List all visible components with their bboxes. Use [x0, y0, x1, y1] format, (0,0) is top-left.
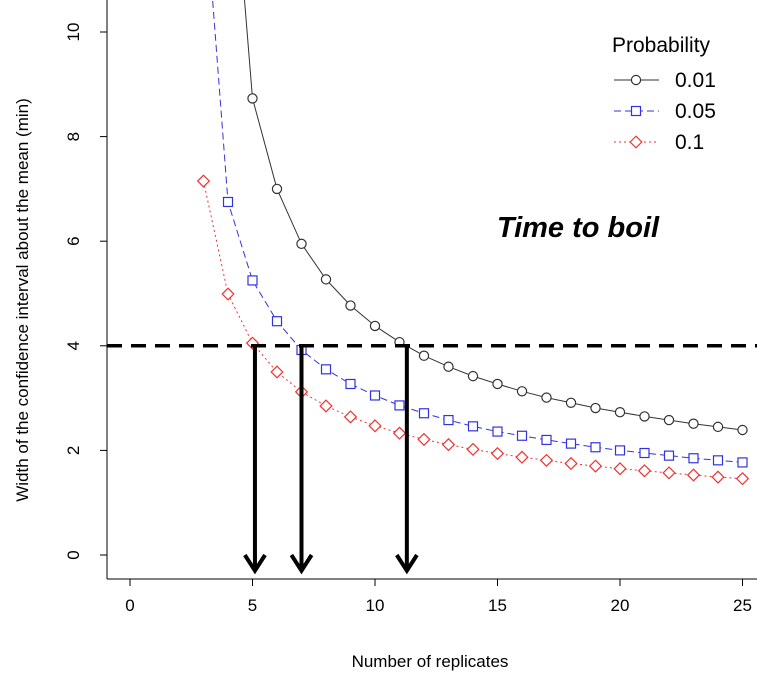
data-point-0.05-19 [590, 442, 601, 453]
data-point-0.05-22 [663, 450, 675, 461]
legend-title: Probability [612, 34, 711, 57]
data-point-0.05-23 [688, 453, 699, 464]
y-tick-label-10: 10 [64, 23, 83, 42]
x-tick-label-5: 5 [248, 596, 257, 615]
legend-label-0.01: 0.01 [675, 69, 716, 92]
x-tick-label-25: 25 [733, 596, 752, 615]
arrow-head-1 [243, 553, 267, 575]
data-point-0.05-15 [492, 426, 503, 437]
arrow-head-3 [395, 553, 419, 575]
data-point-0.1-8 [319, 399, 333, 413]
data-point-0.1-17 [539, 453, 554, 467]
data-point-0.05-25 [737, 457, 748, 468]
data-point-0.01-25 [737, 424, 748, 436]
data-point-0.1-19 [588, 459, 603, 473]
data-point-0.05-12 [418, 408, 430, 419]
data-point-0.05-5 [247, 275, 258, 286]
data-point-0.1-23 [686, 468, 701, 482]
x-ticks: 0 5 10 15 20 25 [125, 579, 752, 615]
data-point-0.1-20 [613, 462, 627, 476]
data-point-0.05-8 [320, 364, 332, 375]
data-point-0.1-13 [441, 437, 456, 452]
legend-label-0.05: 0.05 [675, 100, 716, 123]
data-point-0.1-24 [711, 470, 725, 484]
legend-marker-0.05 [630, 105, 642, 117]
series-line-0.05 [212, 0, 743, 463]
data-point-0.05-14 [467, 421, 479, 432]
y-tick-label-8: 8 [64, 132, 83, 141]
data-point-0.05-18 [565, 438, 577, 449]
y-tick-label-2: 2 [64, 446, 83, 455]
y-tick-label-6: 6 [64, 236, 83, 245]
legend-marker-0.01 [630, 74, 642, 86]
y-tick-label-4: 4 [64, 341, 83, 350]
data-point-0.01-23 [688, 418, 699, 429]
series-layer [196, 0, 750, 486]
data-point-0.1-14 [466, 442, 480, 457]
data-point-0.01-7 [296, 238, 307, 250]
annotation-title: Time to boil [497, 212, 660, 244]
data-point-0.1-9 [343, 410, 358, 424]
data-point-0.1-18 [564, 456, 578, 471]
data-point-0.1-21 [637, 464, 652, 478]
x-tick-label-15: 15 [488, 596, 507, 615]
data-point-0.05-20 [614, 445, 626, 456]
arrow-head-2 [289, 553, 314, 575]
data-point-0.01-5 [247, 93, 258, 104]
legend-marker-0.1 [629, 135, 643, 149]
data-point-0.1-12 [417, 432, 431, 447]
data-point-0.1-10 [368, 419, 382, 433]
data-point-0.01-21 [639, 411, 650, 422]
data-point-0.05-11 [394, 400, 405, 411]
data-point-0.01-12 [418, 350, 430, 361]
y-axis-label: Width of the confidence interval about t… [13, 98, 32, 502]
data-point-0.05-6 [271, 316, 283, 327]
data-point-0.05-4 [222, 196, 234, 208]
data-point-0.01-16 [516, 386, 528, 397]
x-tick-label-20: 20 [611, 596, 630, 615]
series-line-0.01 [244, 0, 743, 431]
data-point-0.01-22 [663, 414, 675, 426]
x-tick-label-10: 10 [366, 596, 385, 615]
legend-label-0.1: 0.1 [675, 131, 704, 154]
data-point-0.05-21 [639, 447, 650, 459]
data-point-0.01-20 [614, 407, 626, 418]
data-point-0.01-10 [369, 320, 381, 332]
x-axis-label: Number of replicates [352, 652, 509, 671]
data-point-0.01-18 [565, 397, 577, 409]
x-tick-label-0: 0 [125, 596, 134, 615]
data-point-0.1-22 [662, 466, 676, 480]
data-point-0.1-16 [515, 450, 529, 464]
data-point-0.01-14 [467, 370, 479, 382]
data-point-0.05-9 [345, 378, 356, 390]
data-point-0.05-10 [369, 390, 381, 401]
arrow-layer [243, 345, 419, 575]
data-point-0.05-16 [516, 430, 528, 441]
data-point-0.05-17 [541, 434, 552, 446]
y-ticks: 0 2 4 6 8 10 [64, 23, 107, 560]
data-point-0.1-6 [270, 365, 284, 379]
data-point-0.05-24 [712, 455, 724, 466]
y-tick-label-0: 0 [64, 550, 83, 559]
data-point-0.1-4 [221, 287, 235, 301]
data-point-0.01-19 [590, 402, 601, 414]
data-point-0.1-11 [392, 426, 407, 440]
data-point-0.01-15 [492, 378, 503, 390]
legend: Probability 0.01 0.05 0.1 [612, 34, 716, 154]
data-point-0.01-6 [271, 183, 283, 195]
data-point-0.1-3 [196, 174, 211, 188]
data-point-0.01-13 [443, 361, 454, 372]
data-point-0.01-8 [320, 274, 332, 285]
data-point-0.01-17 [541, 392, 552, 403]
data-point-0.05-13 [443, 414, 454, 426]
data-point-0.1-15 [490, 446, 505, 461]
data-point-0.1-25 [735, 471, 750, 486]
data-point-0.01-24 [712, 421, 724, 433]
data-point-0.01-9 [345, 300, 356, 311]
